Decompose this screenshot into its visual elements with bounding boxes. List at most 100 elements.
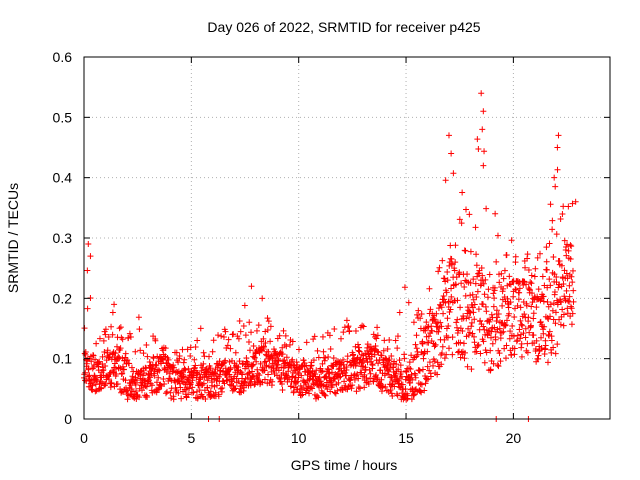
data-point — [494, 314, 501, 321]
data-point — [288, 358, 295, 365]
data-point — [463, 206, 470, 213]
data-point — [502, 321, 509, 328]
data-point — [357, 385, 364, 392]
data-point — [410, 390, 417, 397]
data-point — [540, 293, 547, 300]
data-point — [529, 290, 536, 297]
data-point — [434, 359, 441, 366]
data-point — [253, 327, 260, 334]
data-point — [344, 358, 351, 365]
data-point — [442, 299, 449, 306]
data-point — [111, 301, 118, 308]
data-point — [220, 333, 227, 340]
data-point — [182, 366, 189, 373]
data-point — [515, 296, 522, 303]
data-point — [524, 255, 531, 262]
data-point — [426, 285, 433, 292]
data-point — [560, 203, 567, 210]
data-point — [155, 374, 162, 381]
data-point — [315, 394, 322, 401]
data-point — [421, 387, 428, 394]
data-point — [470, 309, 477, 316]
data-point — [192, 343, 199, 350]
data-point — [441, 336, 448, 343]
data-point — [483, 205, 490, 212]
y-axis-label: SRMTID / TECUs — [5, 183, 21, 293]
data-point — [175, 359, 182, 366]
data-point — [200, 349, 207, 356]
data-point — [298, 372, 305, 379]
data-point — [135, 314, 142, 321]
data-point — [387, 387, 394, 394]
data-point — [113, 343, 120, 350]
data-point — [225, 336, 232, 343]
data-point — [126, 360, 133, 367]
data-point — [428, 327, 435, 334]
data-point — [549, 226, 556, 233]
data-point — [261, 367, 268, 374]
data-point — [388, 353, 395, 360]
data-point — [566, 293, 573, 300]
data-point — [374, 348, 381, 355]
data-point — [244, 359, 251, 366]
data-point — [543, 258, 550, 265]
data-point — [261, 359, 268, 366]
data-point — [118, 334, 125, 341]
data-point — [217, 385, 224, 392]
data-point — [550, 316, 557, 323]
data-point — [156, 386, 163, 393]
data-point — [479, 272, 486, 279]
axis-ticks: 0 0.1 0.2 0.3 0.4 0.5 0.6 0 5 10 15 20 — [53, 49, 610, 446]
data-point — [512, 253, 519, 260]
data-point — [490, 303, 497, 310]
data-point — [179, 346, 186, 353]
data-point — [482, 303, 489, 310]
data-point — [232, 385, 239, 392]
data-point — [330, 363, 337, 370]
data-point — [295, 346, 302, 353]
data-point — [458, 280, 465, 287]
data-point — [114, 381, 121, 388]
data-point — [417, 388, 424, 395]
data-point — [401, 284, 408, 291]
data-point — [106, 376, 113, 383]
data-point — [517, 331, 524, 338]
data-point — [288, 378, 295, 385]
x-tick-label: 15 — [398, 430, 414, 446]
data-point — [322, 354, 329, 361]
data-point — [144, 353, 151, 360]
data-point — [374, 375, 381, 382]
x-axis-label: GPS time / hours — [291, 457, 398, 473]
data-point — [191, 356, 198, 363]
data-point — [547, 313, 554, 320]
y-tick-label: 0.6 — [53, 49, 73, 65]
data-point — [90, 352, 97, 359]
data-point — [258, 347, 265, 354]
data-point — [84, 305, 91, 312]
data-point — [564, 275, 571, 282]
data-point — [468, 319, 475, 326]
data-point — [232, 349, 239, 356]
data-point — [128, 364, 135, 371]
data-point — [525, 267, 532, 274]
data-point — [240, 323, 247, 330]
data-point — [534, 254, 541, 261]
data-point — [494, 232, 501, 239]
data-point — [490, 290, 497, 297]
data-point — [492, 210, 499, 217]
data-point — [314, 347, 321, 354]
data-point — [479, 126, 486, 133]
data-point — [117, 345, 124, 352]
data-point — [431, 343, 438, 350]
data-point — [560, 322, 567, 329]
data-point — [206, 353, 213, 360]
data-point — [137, 347, 144, 354]
data-point — [107, 384, 114, 391]
data-point — [569, 310, 576, 317]
data-point — [140, 350, 147, 357]
data-point — [495, 363, 502, 370]
data-point — [441, 355, 448, 362]
data-point — [431, 358, 438, 365]
data-point — [512, 259, 519, 266]
data-point — [438, 361, 445, 368]
